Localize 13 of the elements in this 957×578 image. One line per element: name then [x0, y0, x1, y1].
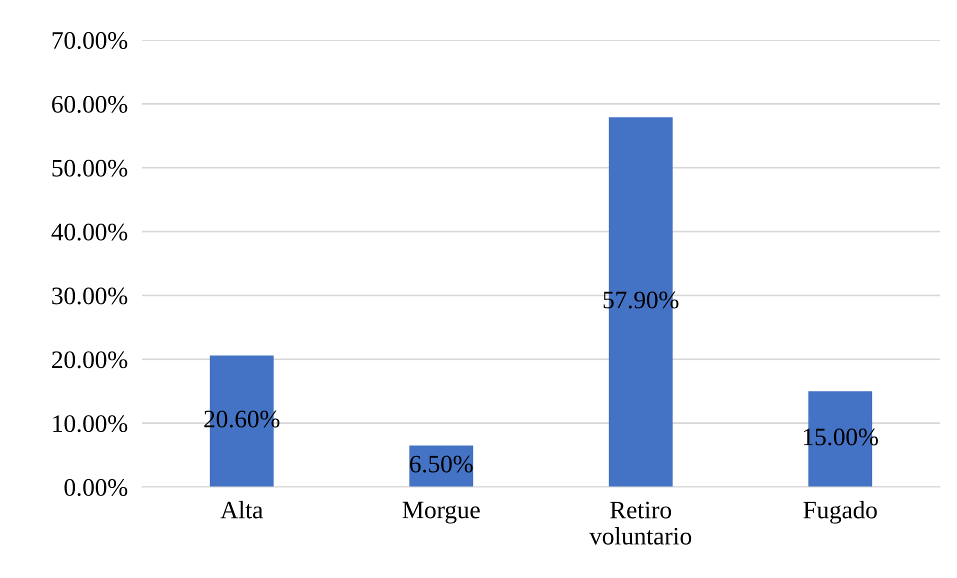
- y-tick-label: 0.00%: [64, 479, 128, 496]
- data-label: 6.50%: [410, 456, 473, 473]
- y-tick-label: 70.00%: [52, 32, 128, 50]
- y-tick-label: 40.00%: [52, 224, 128, 241]
- y-tick-label: 60.00%: [52, 96, 128, 113]
- y-tick-label: 10.00%: [53, 415, 128, 432]
- y-tick-label: 50.00%: [52, 160, 128, 177]
- x-tick-label: Morgue: [402, 502, 480, 524]
- x-tick-label: Alta: [220, 500, 263, 518]
- y-tick-label: 30.00%: [52, 287, 128, 304]
- x-tick-label: Retiro voluntario: [589, 502, 692, 545]
- x-tick-label: Fugado: [803, 500, 877, 524]
- y-tick-label: 20.00%: [52, 351, 128, 368]
